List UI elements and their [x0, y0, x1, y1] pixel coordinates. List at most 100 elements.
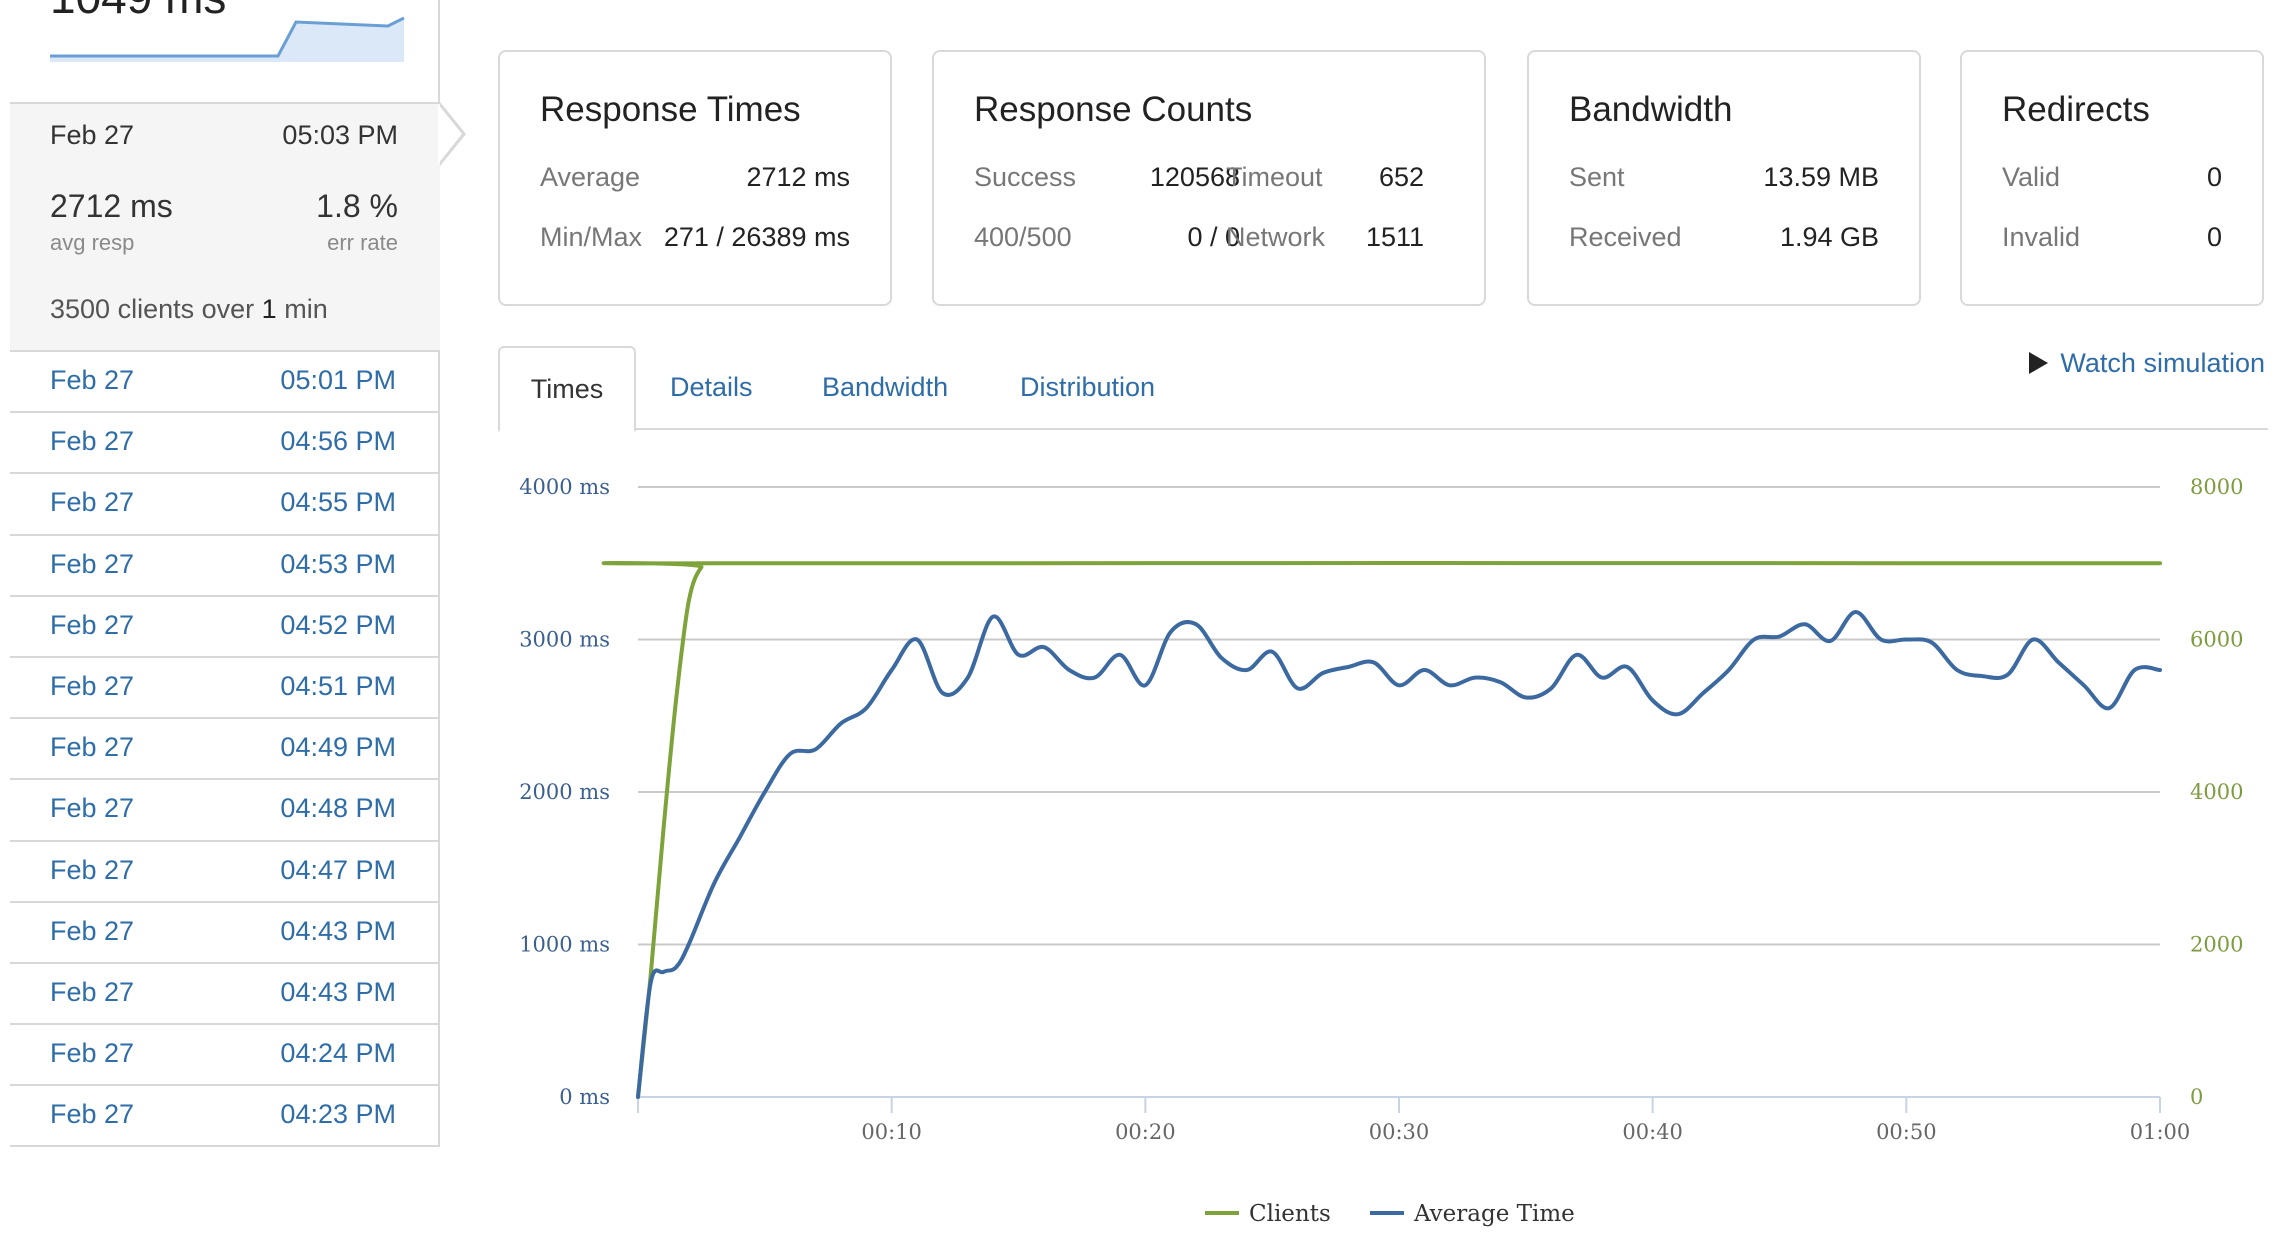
run-history-item[interactable]: Feb 27 04:24 PM — [10, 1025, 438, 1087]
clients-count: 3500 — [50, 294, 111, 324]
selected-run-date: Feb 27 — [50, 120, 135, 150]
chart-legend: Clients Average Time — [1205, 1201, 1575, 1227]
run-date: Feb 27 — [50, 915, 135, 946]
x-tick-label: 00:20 — [1115, 1120, 1176, 1144]
clients-over-label: clients over — [117, 294, 255, 324]
run-history-list: Feb 27 05:01 PM Feb 27 04:56 PM Feb 27 04:55 … — [10, 352, 440, 1148]
success-label: Success — [974, 162, 1077, 192]
run-history-item[interactable]: Feb 27 04:43 PM — [10, 903, 438, 964]
run-date: Feb 27 — [50, 732, 135, 763]
sparkline-line — [50, 16, 405, 58]
clients-unit: min — [284, 294, 328, 324]
legend-average-time-label: Average Time — [1413, 1201, 1575, 1227]
run-time: 04:55 PM — [280, 487, 396, 518]
run-history-item[interactable]: Feb 27 04:23 PM — [10, 1086, 438, 1148]
average-time-series-line — [636, 609, 2162, 1099]
y-axis-left: 0 ms 1000 ms 2000 ms 3000 ms 4000 ms — [519, 475, 610, 1109]
redirects-card: Redirects Valid 0 Invalid 0 — [1960, 50, 2264, 306]
run-history-item[interactable]: Feb 27 04:56 PM — [10, 413, 438, 475]
y-left-tick-label: 2000 ms — [519, 780, 610, 804]
err-rate-label: err rate — [327, 230, 398, 255]
run-time: 04:51 PM — [280, 670, 396, 701]
x-tick-label: 01:00 — [2130, 1120, 2191, 1144]
selected-run[interactable]: Feb 27 05:03 PM 2712 ms 1.8 % avg resp e… — [10, 102, 440, 352]
selected-run-time: 05:03 PM — [282, 120, 398, 150]
run-time: 04:43 PM — [280, 915, 396, 946]
response-times-title: Response Times — [540, 90, 801, 129]
run-history-item[interactable]: Feb 27 04:52 PM — [10, 597, 438, 658]
run-date: Feb 27 — [50, 365, 135, 395]
y-left-tick-label: 4000 ms — [519, 475, 610, 499]
run-time: 04:43 PM — [280, 976, 396, 1007]
previous-run-summary[interactable]: 1049 ms — [0, 0, 440, 102]
run-time: 04:53 PM — [280, 548, 396, 579]
x-axis: 00:10 00:20 00:30 00:40 00:50 01:00 — [637, 1096, 2191, 1144]
run-date: Feb 27 — [50, 426, 135, 457]
invalid-value: 0 — [2206, 222, 2222, 252]
run-history-item[interactable]: Feb 27 04:53 PM — [10, 536, 438, 597]
run-history-item[interactable]: Feb 27 04:47 PM — [10, 842, 438, 903]
x-tick-label: 00:10 — [861, 1120, 922, 1144]
run-time: 04:24 PM — [280, 1038, 396, 1069]
run-history-item[interactable]: Feb 27 04:49 PM — [10, 719, 438, 781]
run-date: Feb 27 — [50, 976, 135, 1007]
test-history-sidebar: 1049 ms Feb 27 05:03 PM 2712 ms 1.8 % av… — [0, 0, 466, 1150]
x-tick-label: 00:40 — [1622, 1120, 1683, 1144]
y-right-tick-label: 0 — [2190, 1085, 2203, 1109]
selected-pointer-arrow-fill — [438, 104, 462, 164]
run-time: 04:23 PM — [280, 1099, 396, 1130]
bandwidth-title: Bandwidth — [1569, 90, 1733, 129]
average-label: Average — [540, 162, 641, 192]
clients-duration: 1 — [261, 294, 277, 324]
timeout-label: Timeout — [1226, 162, 1323, 192]
run-date: Feb 27 — [50, 854, 135, 885]
y-right-tick-label: 4000 — [2190, 780, 2243, 804]
errors-label: 400/500 — [974, 222, 1072, 252]
run-time: 05:01 PM — [280, 365, 396, 395]
y-left-tick-label: 1000 ms — [519, 933, 610, 957]
run-date: Feb 27 — [50, 609, 135, 640]
run-history-item[interactable]: Feb 27 04:48 PM — [10, 780, 438, 842]
minmax-label: Min/Max — [540, 222, 643, 252]
minmax-value: 271 / 26389 ms — [663, 222, 850, 252]
average-value: 2712 ms — [746, 162, 850, 192]
run-date: Feb 27 — [50, 670, 135, 701]
success-value: 120568 — [1149, 162, 1240, 192]
tab-distribution[interactable]: Distribution — [1020, 372, 1156, 402]
watch-simulation-link[interactable]: Watch simulation — [2029, 348, 2265, 379]
y-right-tick-label: 6000 — [2190, 628, 2243, 652]
run-history-item[interactable]: Feb 27 04:51 PM — [10, 658, 438, 720]
chart-series — [601, 560, 2162, 1099]
y-right-tick-label: 8000 — [2190, 475, 2243, 499]
clients-series-line — [601, 560, 2162, 1099]
run-date: Feb 27 — [50, 1038, 135, 1069]
run-time: 04:49 PM — [280, 732, 396, 763]
response-counts-title: Response Counts — [974, 90, 1253, 129]
run-date: Feb 27 — [50, 487, 135, 518]
previous-run-avg-response: 1049 ms — [50, 0, 226, 20]
sparkline-area — [50, 18, 404, 62]
chart-grid — [638, 486, 2160, 1098]
bandwidth-card: Bandwidth Sent 13.59 MB Received 1.94 GB — [1527, 50, 1921, 306]
network-value: 1511 — [1365, 222, 1424, 252]
watch-simulation-label: Watch simulation — [2060, 348, 2265, 378]
response-sparkline — [50, 16, 405, 62]
timeout-value: 652 — [1378, 162, 1424, 192]
play-icon — [2029, 352, 2049, 374]
run-history-item[interactable]: Feb 27 04:43 PM — [10, 964, 438, 1026]
run-date: Feb 27 — [50, 548, 135, 579]
y-left-tick-label: 3000 ms — [519, 628, 610, 652]
run-history-item[interactable]: Feb 27 04:55 PM — [10, 474, 438, 536]
valid-value: 0 — [2206, 162, 2222, 192]
tab-details[interactable]: Details — [670, 372, 753, 402]
run-date: Feb 27 — [50, 793, 135, 824]
run-history-item[interactable]: Feb 27 05:01 PM — [10, 352, 438, 414]
network-label: Network — [1226, 222, 1326, 252]
x-tick-label: 00:50 — [1876, 1120, 1937, 1144]
tab-bandwidth[interactable]: Bandwidth — [822, 372, 949, 402]
received-label: Received — [1569, 222, 1682, 252]
selected-run-clients: 3500 clients over 1 min — [50, 294, 328, 325]
tab-times[interactable]: Times — [498, 346, 636, 432]
legend-clients-label: Clients — [1249, 1201, 1331, 1227]
